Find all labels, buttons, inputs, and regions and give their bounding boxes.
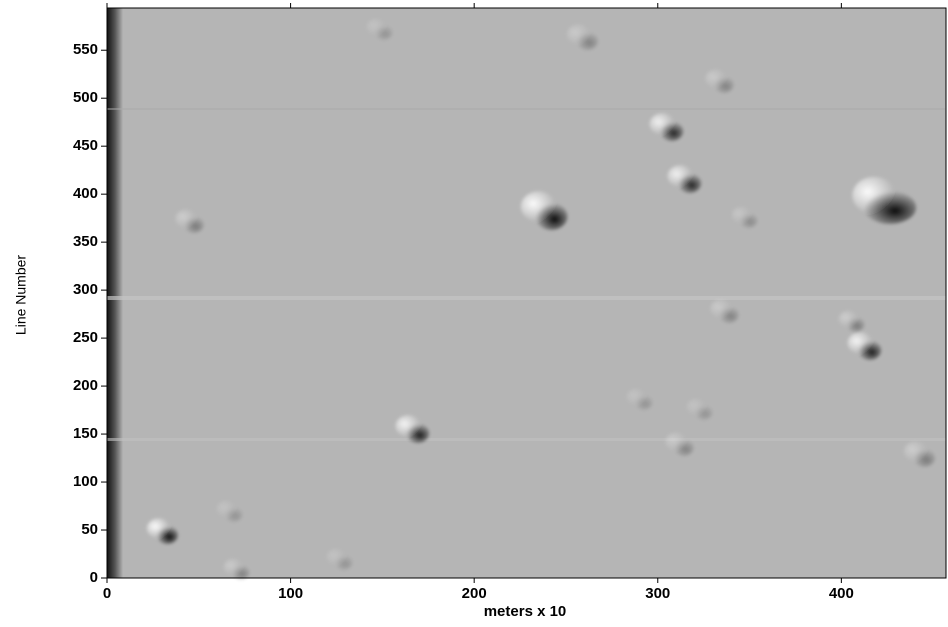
image-streak	[107, 108, 946, 110]
feature-shadow	[678, 174, 701, 194]
y-tick-label: 500	[73, 89, 98, 106]
x-tick-label: 300	[645, 585, 670, 602]
x-tick-label: 0	[103, 585, 111, 602]
image-streak	[107, 438, 946, 441]
feature-shadow	[535, 203, 567, 230]
feature-shadow	[719, 307, 739, 324]
y-tick-label: 350	[73, 233, 98, 250]
y-tick-label: 550	[73, 41, 98, 58]
feature-shadow	[375, 25, 393, 40]
y-tick-label: 150	[73, 425, 98, 442]
y-tick-label: 200	[73, 377, 98, 394]
feature-shadow	[335, 555, 353, 570]
feature-shadow	[913, 449, 935, 467]
y-tick-label: 0	[90, 569, 98, 586]
feature-shadow	[576, 32, 598, 50]
y-tick-label: 300	[73, 281, 98, 298]
y-tick-label: 50	[81, 521, 98, 538]
x-tick-label: 400	[829, 585, 854, 602]
x-tick-label: 200	[462, 585, 487, 602]
feature-shadow	[863, 191, 916, 224]
chart: meters x 10 Line Number 0 100 200 300 400 0 50…	[0, 0, 948, 622]
image	[107, 8, 946, 580]
feature-shadow	[714, 77, 734, 94]
image-streak	[107, 296, 946, 300]
feature-shadow	[740, 213, 758, 228]
image-edge	[107, 8, 123, 578]
feature-shadow	[660, 122, 683, 142]
feature-shadow	[635, 395, 653, 410]
y-tick-label: 400	[73, 185, 98, 202]
y-axis-label: Line Number	[13, 255, 29, 335]
x-axis-label: meters x 10	[484, 603, 567, 620]
feature-shadow	[225, 507, 243, 522]
y-tick-label: 250	[73, 329, 98, 346]
y-tick-label: 450	[73, 137, 98, 154]
y-tick-label: 100	[73, 473, 98, 490]
feature-shadow	[858, 341, 881, 361]
feature-shadow	[695, 405, 713, 420]
feature-shadow	[674, 440, 694, 457]
feature-shadow	[406, 424, 429, 444]
feature-shadow	[847, 317, 865, 332]
image-background	[107, 8, 946, 578]
feature-shadow	[184, 217, 204, 234]
x-tick-label: 100	[278, 585, 303, 602]
feature-shadow	[156, 526, 178, 544]
